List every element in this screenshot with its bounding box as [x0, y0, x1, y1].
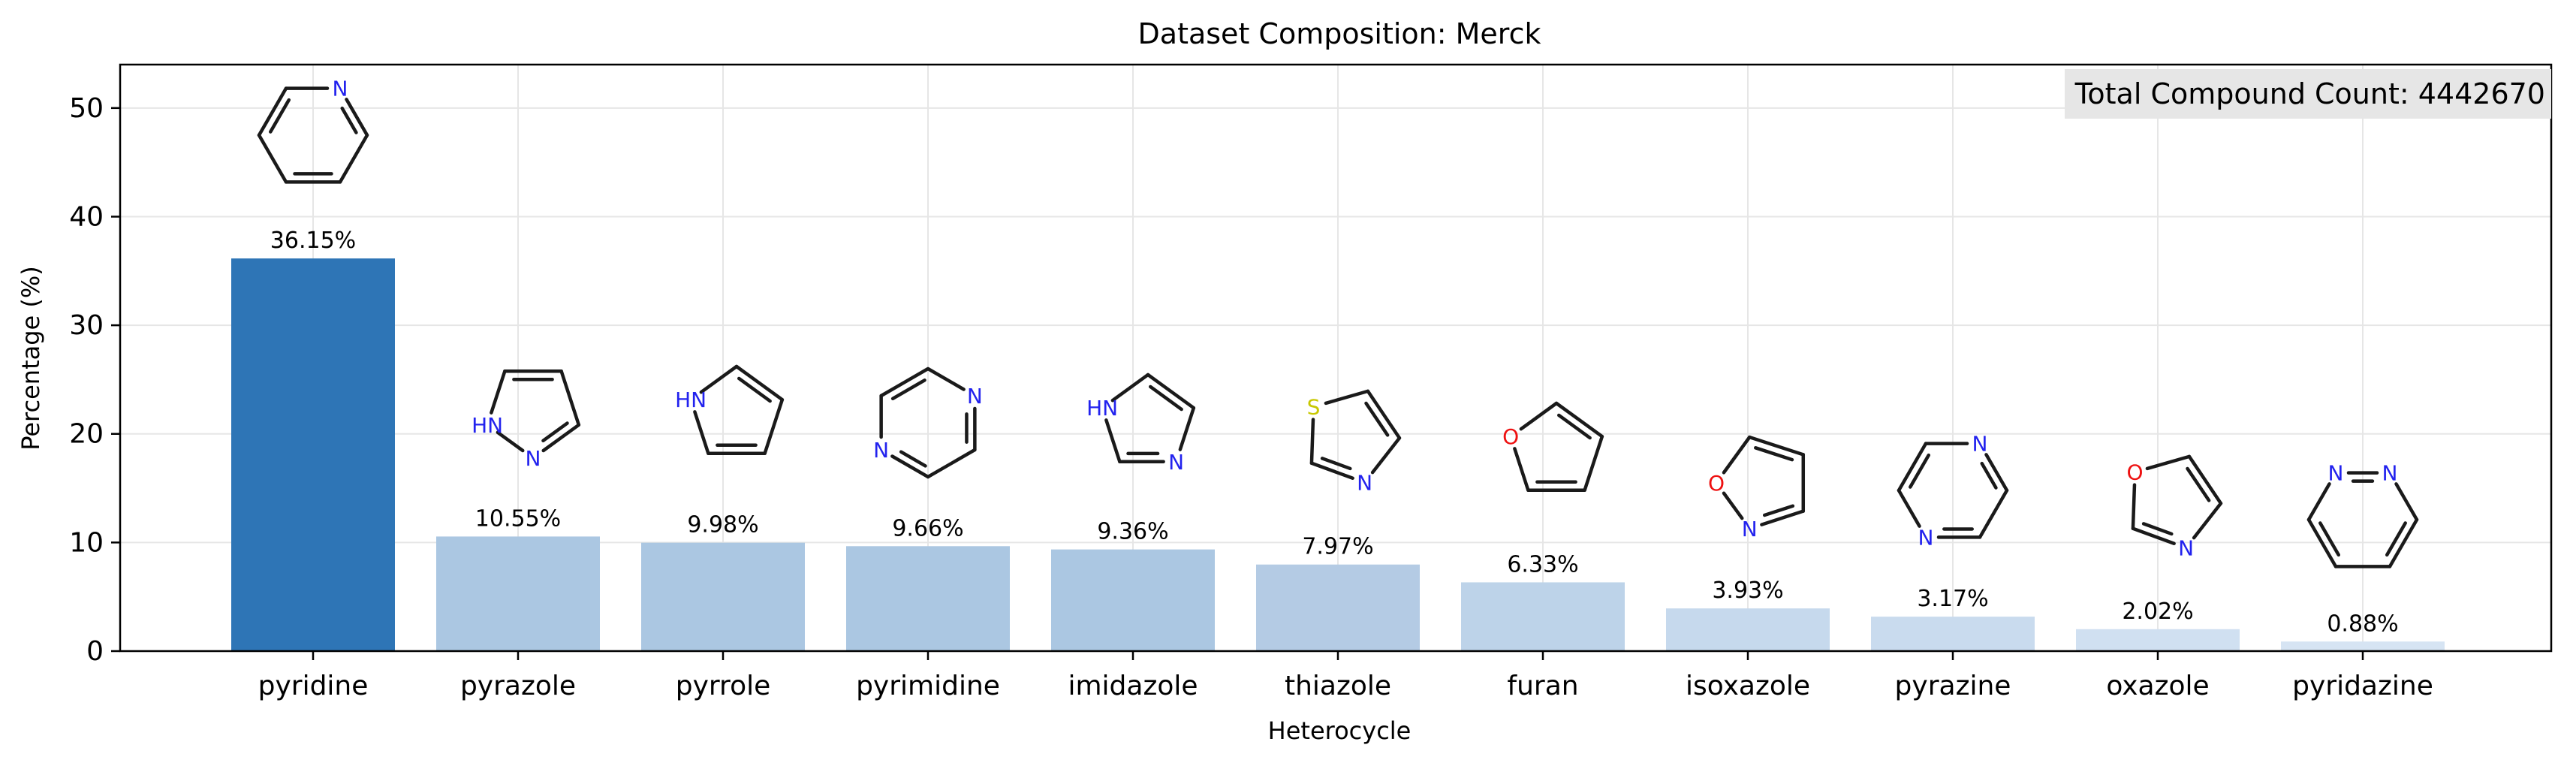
pyrrole-structure-icon: HN — [675, 364, 785, 456]
y-axis-title: Percentage (%) — [17, 266, 45, 451]
x-tick-label-pyrrole: pyrrole — [676, 671, 771, 701]
svg-text:HN: HN — [675, 388, 707, 412]
x-axis-title: Heterocycle — [1268, 716, 1412, 745]
svg-text:O: O — [1502, 424, 1519, 449]
pyrazine-structure-icon: NN — [1897, 432, 2009, 550]
imidazole-structure-icon: HN N — [1086, 372, 1196, 475]
bar-pyrrole — [641, 542, 805, 651]
value-label-imidazole: 9.36% — [1097, 519, 1168, 545]
isoxazole-structure-icon: ON — [1708, 435, 1806, 541]
bars — [231, 258, 2445, 651]
pyridine-structure-icon: N — [257, 77, 369, 184]
y-tick-label: 20 — [69, 419, 104, 450]
svg-text:N: N — [2328, 461, 2344, 486]
value-label-isoxazole: 3.93% — [1712, 578, 1783, 604]
svg-text:N: N — [1742, 517, 1758, 541]
value-label-pyrazine: 3.17% — [1917, 586, 1988, 612]
y-tick-label: 40 — [69, 201, 104, 232]
svg-text:N: N — [873, 438, 889, 463]
grid-lines — [120, 65, 2551, 652]
bar-thiazole — [1256, 564, 1420, 651]
value-label-pyrazole: 10.55% — [475, 505, 561, 532]
oxazole-structure-icon: ON — [2127, 454, 2223, 561]
svg-text:N: N — [1168, 450, 1184, 475]
pyrimidine-structure-icon: NN — [873, 366, 983, 479]
bar-furan — [1461, 582, 1625, 651]
x-tick-label-furan: furan — [1507, 671, 1578, 701]
bar-pyridazine — [2281, 641, 2445, 651]
svg-text:N: N — [2178, 536, 2194, 561]
svg-text:N: N — [526, 446, 541, 471]
bar-value-labels: 36.15% 10.55% 9.98% 9.66% 9.36% 7.97% 6.33% 3.9… — [270, 228, 2399, 637]
svg-text:S: S — [1307, 395, 1321, 420]
x-tick-label-pyridazine: pyridazine — [2292, 671, 2433, 701]
svg-text:HN: HN — [472, 413, 503, 438]
svg-text:N: N — [2382, 461, 2398, 486]
y-tick-label: 30 — [69, 310, 104, 341]
svg-text:N: N — [1357, 471, 1372, 496]
furan-structure-icon: O — [1502, 401, 1604, 493]
value-label-pyridine: 36.15% — [270, 228, 356, 254]
bar-oxazole — [2076, 629, 2240, 651]
x-tick-label-pyrazine: pyrazine — [1895, 671, 2011, 701]
x-tick-label-pyridine: pyridine — [258, 671, 369, 701]
value-label-pyridazine: 0.88% — [2327, 611, 2398, 637]
total-count-box — [2065, 69, 2551, 119]
svg-text:O: O — [1708, 471, 1725, 496]
bar-pyrazine — [1871, 617, 2035, 651]
x-tick-label-imidazole: imidazole — [1068, 671, 1198, 701]
bar-imidazole — [1051, 549, 1215, 651]
y-tick-label: 10 — [69, 527, 104, 558]
x-tick-label-pyrimidine: pyrimidine — [856, 671, 1000, 701]
bar-pyridine — [231, 258, 395, 651]
x-tick-label-thiazole: thiazole — [1285, 671, 1391, 701]
value-label-pyrimidine: 9.66% — [892, 515, 963, 541]
value-label-oxazole: 2.02% — [2122, 599, 2193, 625]
value-label-furan: 6.33% — [1507, 551, 1578, 578]
plot-frame — [119, 63, 2553, 653]
value-label-pyrrole: 9.98% — [687, 512, 758, 538]
x-tick-label-pyrazole: pyrazole — [460, 671, 576, 701]
x-tick-label-oxazole: oxazole — [2106, 671, 2209, 701]
svg-text:N: N — [967, 384, 983, 409]
svg-text:N: N — [333, 77, 348, 101]
axes: 0 10 20 30 40 50 pyridine pyrazole pyrrole pyrimi… — [69, 63, 2553, 701]
svg-text:N: N — [1918, 525, 1934, 550]
svg-text:HN: HN — [1086, 396, 1118, 421]
y-tick-label: 0 — [86, 636, 104, 667]
total-count-label: Total Compound Count: 4442670 — [2074, 77, 2545, 110]
bar-pyrimidine — [846, 546, 1010, 651]
bar-pyrazole — [436, 536, 600, 651]
bar-isoxazole — [1666, 608, 1830, 651]
svg-text:N: N — [1972, 432, 1988, 457]
y-tick-label: 50 — [69, 93, 104, 124]
x-tick-label-isoxazole: isoxazole — [1686, 671, 1810, 701]
thiazole-structure-icon: SN — [1307, 389, 1402, 496]
svg-text:O: O — [2127, 460, 2144, 485]
chart-title: Dataset Composition: Merck — [1138, 17, 1541, 50]
value-label-thiazole: 7.97% — [1302, 534, 1373, 560]
pyrazole-structure-icon: HN N — [472, 369, 581, 471]
